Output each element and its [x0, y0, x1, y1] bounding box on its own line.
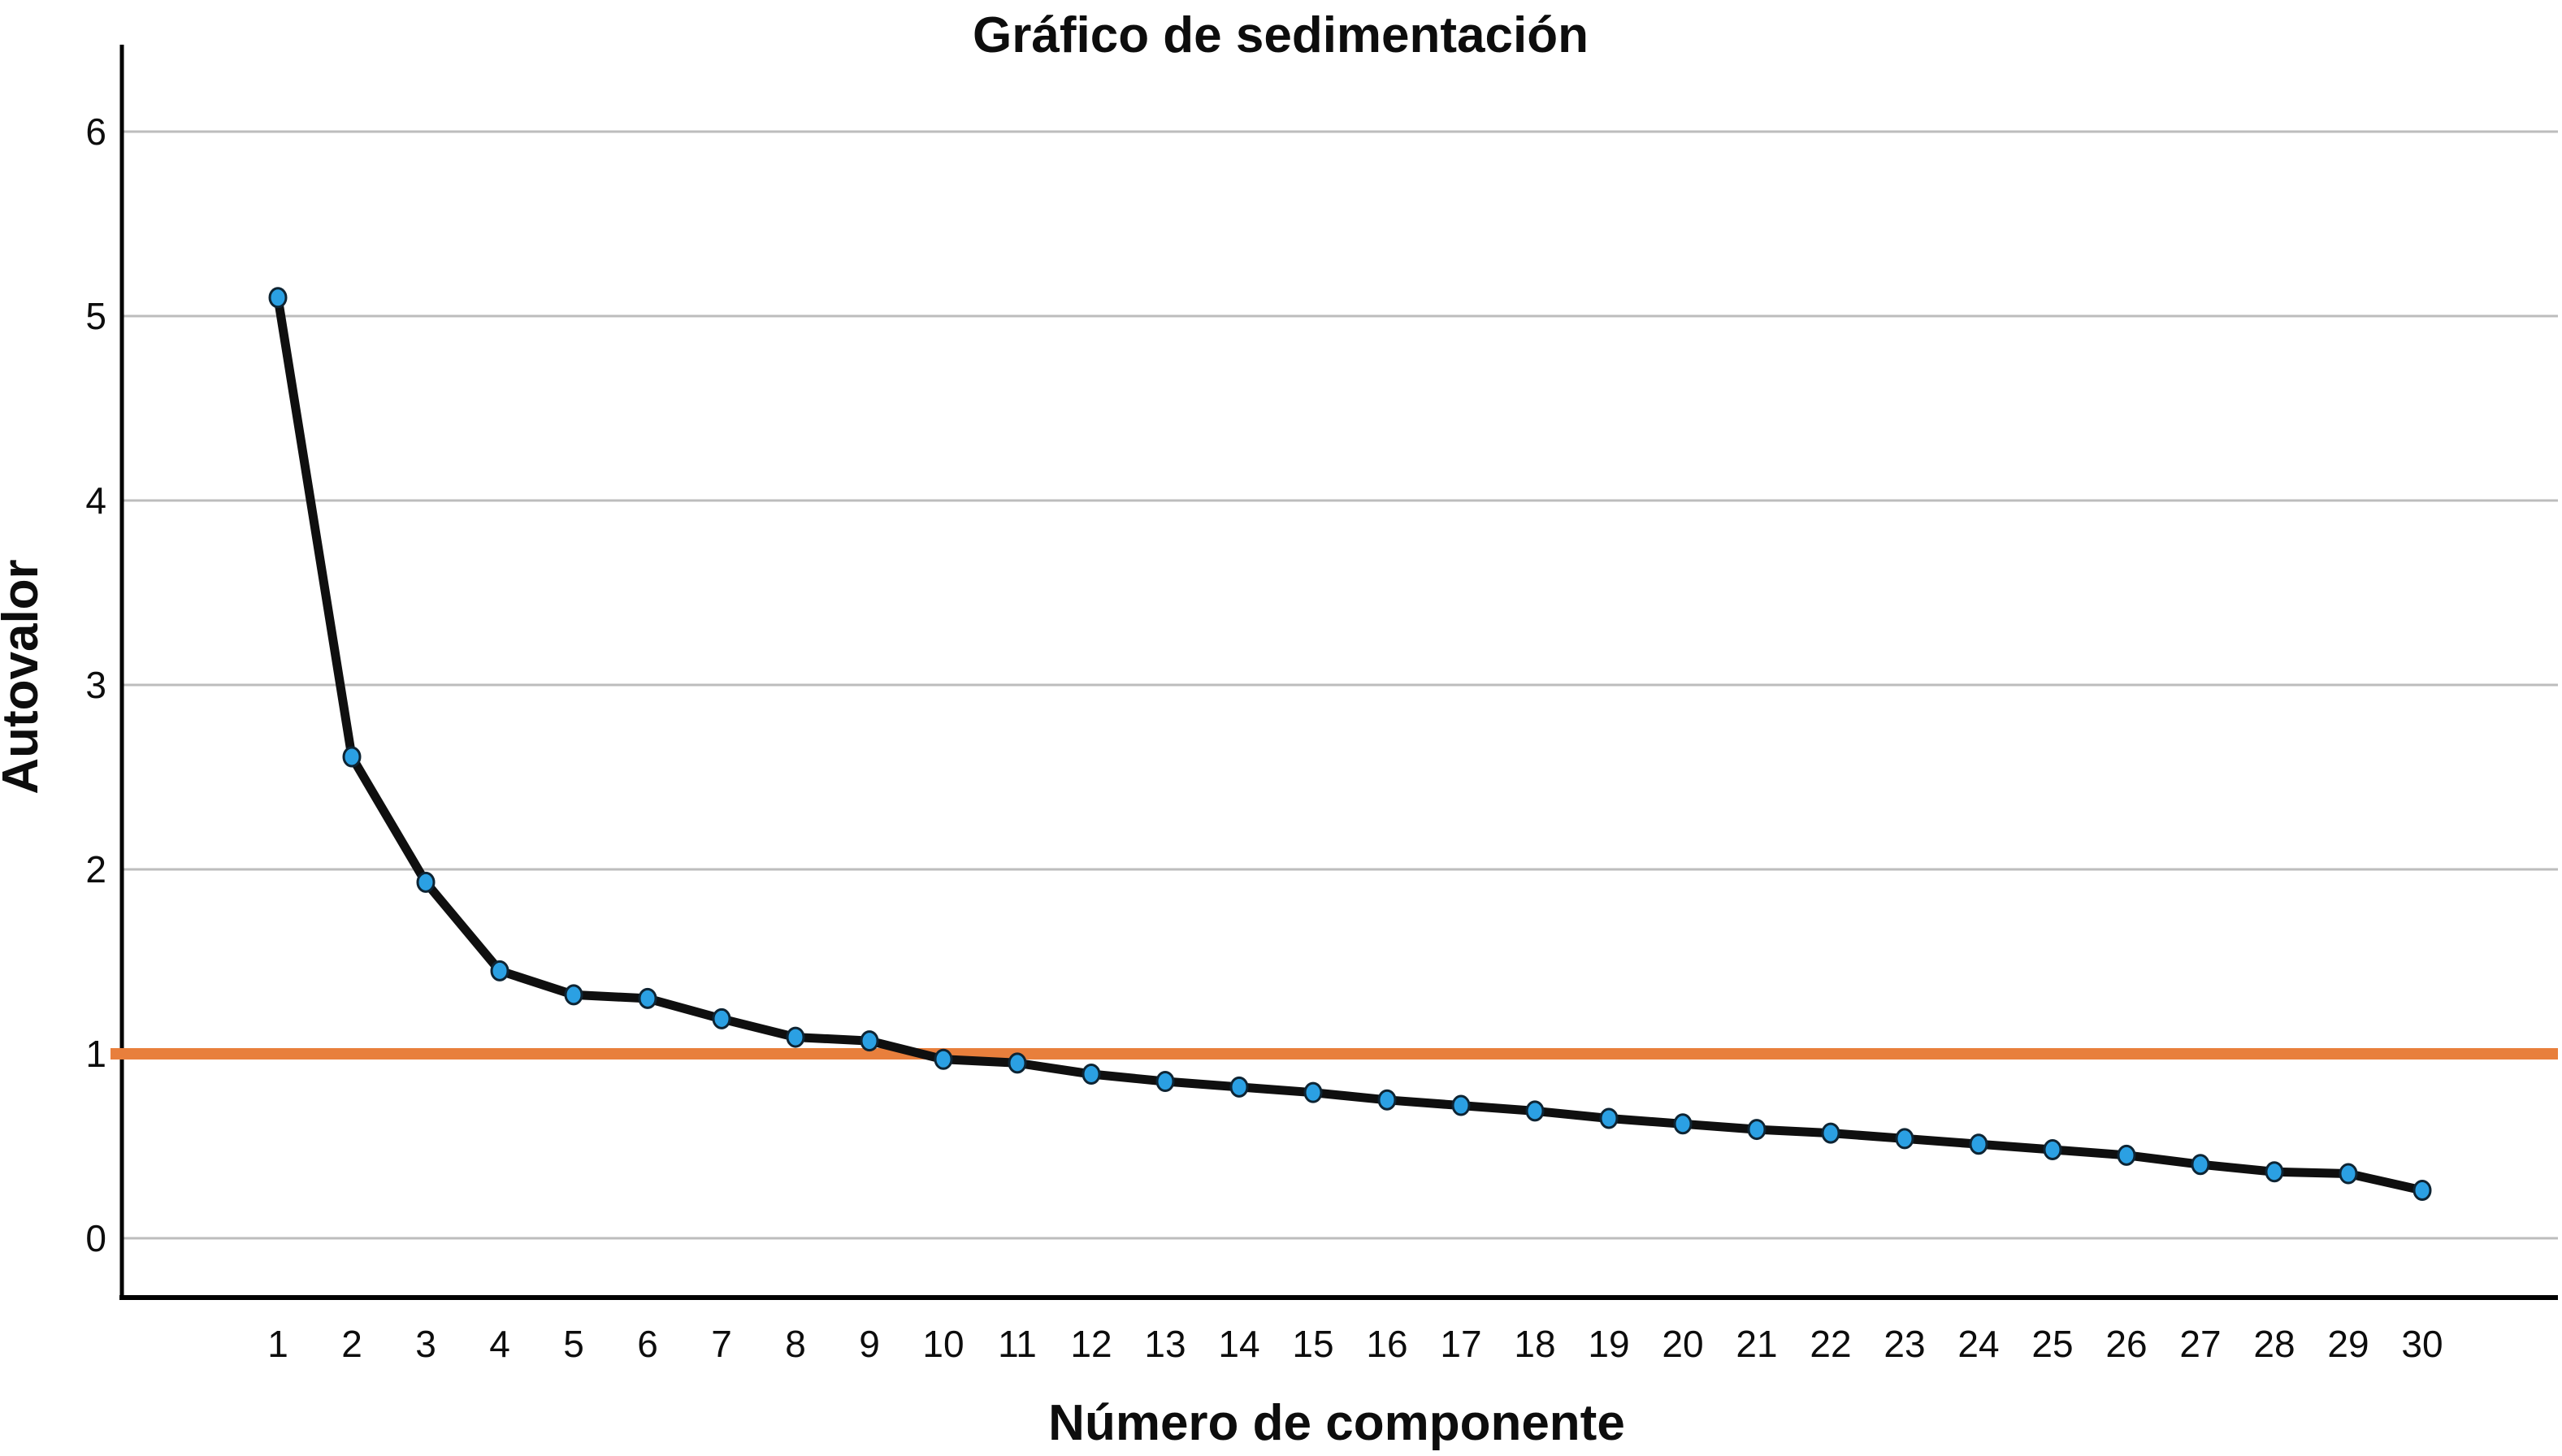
- x-tick-label-23: 23: [1884, 1323, 1925, 1365]
- x-tick-label-24: 24: [1957, 1323, 1999, 1365]
- data-point-17: [1451, 1094, 1471, 1116]
- x-tick-label-28: 28: [2253, 1323, 2295, 1365]
- x-tick-label-22: 22: [1810, 1323, 1851, 1365]
- x-tick-label-27: 27: [2179, 1323, 2221, 1365]
- chart-title: Gráfico de sedimentación: [973, 7, 1589, 63]
- x-tick-label-8: 8: [785, 1323, 806, 1365]
- x-tick-label-5: 5: [563, 1323, 584, 1365]
- data-point-21: [1747, 1119, 1767, 1141]
- scree-line: [273, 292, 2427, 1195]
- data-point-6: [638, 987, 657, 1009]
- data-point-16: [1377, 1089, 1397, 1111]
- x-tick-label-21: 21: [1736, 1323, 1777, 1365]
- data-point-13: [1155, 1071, 1175, 1093]
- x-tick-label-29: 29: [2327, 1323, 2369, 1365]
- x-tick-label-25: 25: [2031, 1323, 2073, 1365]
- x-tick-label-14: 14: [1218, 1323, 1259, 1365]
- x-tick-label-20: 20: [1662, 1323, 1703, 1365]
- data-point-5: [564, 984, 583, 1006]
- x-tick-label-12: 12: [1070, 1323, 1112, 1365]
- x-tick-label-1: 1: [267, 1323, 288, 1365]
- data-points-layer: [268, 287, 2432, 1201]
- axes-layer: [119, 45, 2558, 1300]
- scree-line-layer: [273, 292, 2427, 1195]
- y-tick-label-5: 5: [85, 295, 106, 337]
- x-tick-label-2: 2: [341, 1323, 362, 1365]
- y-tick-label-0: 0: [85, 1217, 106, 1259]
- x-tick-label-26: 26: [2105, 1323, 2147, 1365]
- data-point-28: [2265, 1161, 2284, 1183]
- x-tick-label-15: 15: [1292, 1323, 1333, 1365]
- x-tick-label-3: 3: [415, 1323, 436, 1365]
- x-tick-label-30: 30: [2401, 1323, 2443, 1365]
- x-tick-label-6: 6: [637, 1323, 658, 1365]
- x-tick-label-11: 11: [998, 1323, 1037, 1365]
- data-point-1: [268, 287, 288, 309]
- data-point-14: [1229, 1076, 1249, 1098]
- data-point-3: [416, 871, 436, 893]
- x-tick-label-9: 9: [859, 1323, 880, 1365]
- y-tick-label-1: 1: [85, 1033, 106, 1075]
- y-tick-label-4: 4: [85, 479, 106, 522]
- data-point-2: [342, 746, 362, 768]
- data-point-23: [1895, 1128, 1914, 1150]
- data-point-9: [860, 1030, 879, 1052]
- data-point-25: [2043, 1139, 2062, 1161]
- x-tick-label-18: 18: [1514, 1323, 1555, 1365]
- x-tick-label-19: 19: [1588, 1323, 1629, 1365]
- x-tick-label-10: 10: [922, 1323, 964, 1365]
- gridlines-layer: [122, 130, 2558, 1240]
- data-point-24: [1969, 1133, 1988, 1155]
- data-point-22: [1821, 1122, 1840, 1144]
- x-axis-title: Número de componente: [1048, 1395, 1625, 1451]
- data-point-15: [1303, 1081, 1323, 1103]
- x-tick-label-16: 16: [1366, 1323, 1407, 1365]
- data-point-20: [1673, 1113, 1693, 1135]
- x-tick-label-13: 13: [1144, 1323, 1186, 1365]
- x-tick-label-4: 4: [489, 1323, 510, 1365]
- data-point-19: [1599, 1107, 1619, 1129]
- y-tick-label-6: 6: [85, 110, 106, 153]
- y-tick-label-2: 2: [85, 848, 106, 890]
- x-tick-label-17: 17: [1440, 1323, 1481, 1365]
- data-point-27: [2191, 1154, 2210, 1176]
- x-tick-labels: 1 2 3 4 5 6 7 8 9 10 11 12 13 14 15 16 17 18 19 20 21 22 23 24 2…: [267, 1323, 2443, 1365]
- data-point-4: [490, 960, 509, 982]
- data-point-7: [712, 1008, 731, 1029]
- data-point-10: [934, 1048, 953, 1070]
- y-tick-label-3: 3: [85, 664, 106, 706]
- data-point-29: [2339, 1163, 2358, 1185]
- data-point-26: [2117, 1144, 2136, 1166]
- data-point-12: [1082, 1063, 1101, 1085]
- data-point-30: [2412, 1179, 2432, 1201]
- data-point-11: [1008, 1052, 1027, 1074]
- y-axis-title: Autovalor: [0, 559, 49, 794]
- y-tick-labels: 0 1 2 3 4 5 6: [85, 110, 106, 1259]
- x-tick-label-7: 7: [711, 1323, 732, 1365]
- data-point-18: [1525, 1100, 1545, 1122]
- data-point-8: [786, 1026, 805, 1048]
